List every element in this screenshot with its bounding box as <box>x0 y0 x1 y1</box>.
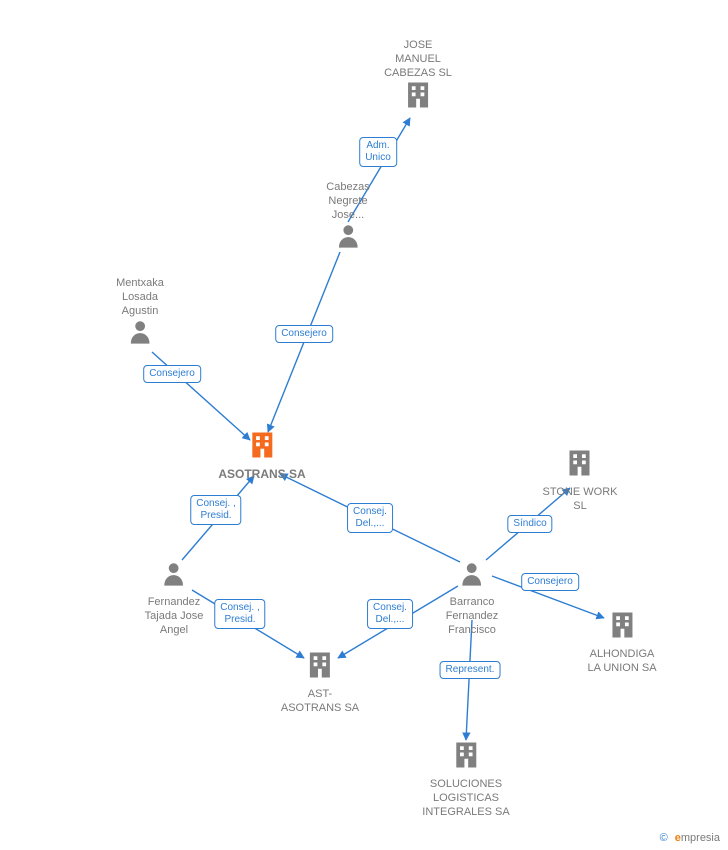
node-label: ALHONDIGA LA UNION SA <box>587 647 656 675</box>
brand-rest: mpresia <box>681 832 720 844</box>
edge-label: Represent. <box>440 661 501 679</box>
edge-label: Consej. , Presid. <box>190 495 241 525</box>
node-label: Fernandez Tajada Jose Angel <box>145 595 204 637</box>
diagram-canvas: JOSE MANUEL CABEZAS SL Cabezas Negrete J… <box>0 0 728 850</box>
building-icon <box>451 740 481 770</box>
node-mentxaka[interactable]: Mentxaka Losada Agustin <box>116 274 164 351</box>
node-stonework[interactable]: STONE WORK SL <box>543 448 618 513</box>
node-label: Mentxaka Losada Agustin <box>116 276 164 318</box>
footer: © empresia <box>660 832 720 844</box>
building-icon <box>403 80 433 110</box>
edge-label: Adm. Unico <box>359 137 397 167</box>
building-icon <box>607 610 637 640</box>
node-ast[interactable]: AST- ASOTRANS SA <box>281 650 359 715</box>
person-icon <box>334 222 362 250</box>
node-barranco[interactable]: Barranco Fernandez Francisco <box>446 560 499 637</box>
node-label: Cabezas Negrete Jose... <box>326 180 369 222</box>
edge-label: Síndico <box>507 515 552 533</box>
node-alhondiga[interactable]: ALHONDIGA LA UNION SA <box>587 610 656 675</box>
node-label: SOLUCIONES LOGISTICAS INTEGRALES SA <box>422 777 509 819</box>
edge-label: Consejero <box>275 325 333 343</box>
building-icon <box>247 430 277 460</box>
edges-layer <box>0 0 728 850</box>
building-icon <box>565 448 595 478</box>
edge-line <box>466 620 472 740</box>
node-cabezas[interactable]: Cabezas Negrete Jose... <box>326 178 369 255</box>
edge-label: Consej. Del.,... <box>347 503 393 533</box>
edge-label: Consej. Del.,... <box>367 599 413 629</box>
edge-label: Consej. , Presid. <box>214 599 265 629</box>
node-asotrans[interactable]: ASOTRANS SA <box>218 430 305 481</box>
person-icon <box>160 560 188 588</box>
building-icon <box>305 650 335 680</box>
node-jose_manuel[interactable]: JOSE MANUEL CABEZAS SL <box>384 36 452 115</box>
node-label: JOSE MANUEL CABEZAS SL <box>384 38 452 80</box>
node-label: ASOTRANS SA <box>218 467 305 481</box>
edge-label: Consejero <box>143 365 201 383</box>
person-icon <box>126 318 154 346</box>
node-fernandez[interactable]: Fernandez Tajada Jose Angel <box>145 560 204 637</box>
copyright-symbol: © <box>660 832 668 844</box>
edge-label: Consejero <box>521 573 579 591</box>
node-label: AST- ASOTRANS SA <box>281 687 359 715</box>
node-label: Barranco Fernandez Francisco <box>446 595 499 637</box>
node-soluciones[interactable]: SOLUCIONES LOGISTICAS INTEGRALES SA <box>422 740 509 819</box>
person-icon <box>458 560 486 588</box>
node-label: STONE WORK SL <box>543 485 618 513</box>
